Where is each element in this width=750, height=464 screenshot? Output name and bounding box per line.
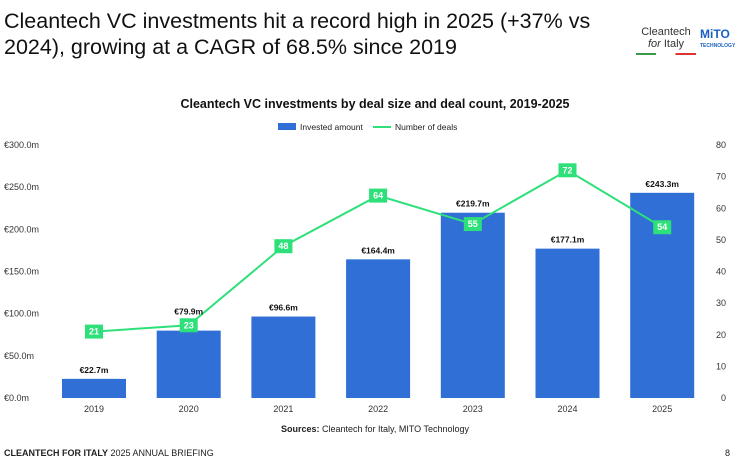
bar-data-label: €96.6m [269,303,298,313]
sources-label: Sources: [280,424,320,434]
y-right-tick-label: 60 [716,203,726,213]
bar-data-label: €219.7m [456,199,490,209]
bar-data-label: €177.1m [551,235,585,245]
x-tick-label: 2020 [179,404,199,414]
bar-data-label: €22.7m [80,365,109,375]
bar [251,316,316,398]
y-right-tick-label: 30 [716,298,726,308]
deal-marker [653,220,672,235]
footer-brand: CLEANTECH FOR ITALY [4,448,109,458]
deal-data-label: 21 [89,327,99,337]
deal-marker [179,318,198,333]
bar [156,330,221,398]
chart-title: Cleantech VC investments by deal size an… [180,97,569,111]
sources-text: Cleantech for Italy, MITO Technology [319,424,470,434]
y-right-tick-label: 80 [716,140,726,150]
legend-line-label: Number of deals [395,122,457,132]
y-left-tick-label: €300.0m [4,140,39,150]
legend-bar-swatch [278,123,296,130]
legend: Invested amount Number of deals [278,122,457,132]
x-tick-label: 2024 [557,404,577,414]
footer-subtitle: 2025 ANNUAL BRIEFING [108,448,214,458]
cleantech-for-italy-logo: Cleantech for Italy [636,26,696,55]
bar [535,248,600,398]
bar [62,378,126,398]
deal-data-label: 55 [468,219,478,229]
deal-data-label: 48 [278,241,288,251]
bar-data-label: €164.4m [361,245,395,255]
y-left-tick-label: €100.0m [4,309,39,319]
bar [440,212,505,398]
y-left-tick-label: €50.0m [4,351,34,361]
chart: Cleantech VC investments by deal size an… [4,97,726,414]
bar-data-label: €243.3m [645,179,679,189]
y-left-tick-label: €0.0m [4,393,29,403]
page-title: Cleantech VC investments hit a record hi… [4,9,591,59]
logos: Cleantech for Italy MiTO TECHNOLOGY [630,22,750,62]
x-tick-label: 2023 [463,404,483,414]
x-tick-label: 2019 [84,404,104,414]
y-right-tick-label: 0 [721,393,726,403]
deal-data-label: 54 [657,222,667,232]
deal-data-label: 72 [562,165,572,175]
bar-data-label: €79.9m [174,306,203,316]
y-right-tick-label: 50 [716,235,726,245]
y-left-tick-label: €200.0m [4,224,39,234]
deal-marker [558,163,577,178]
deal-marker [369,188,388,203]
deal-marker [274,239,293,254]
y-right-tick-label: 70 [716,172,726,182]
x-tick-label: 2021 [273,404,293,414]
legend-bar-label: Invested amount [300,122,363,132]
y-left-tick-label: €150.0m [4,267,39,277]
bar [346,259,411,398]
y-right-tick-label: 40 [716,267,726,277]
footer: CLEANTECH FOR ITALY 2025 ANNUAL BRIEFING [4,448,214,458]
mito-logo: MiTO TECHNOLOGY [700,27,736,49]
deal-data-label: 23 [184,320,194,330]
page-number: 8 [724,448,730,458]
y-left-tick-label: €250.0m [4,182,39,192]
deal-data-label: 64 [373,191,383,201]
x-tick-label: 2022 [368,404,388,414]
y-right-tick-label: 10 [716,361,726,371]
x-tick-label: 2025 [652,404,672,414]
deal-marker [463,217,482,232]
y-right-tick-label: 20 [716,330,726,340]
sources: Sources: Cleantech for Italy, MITO Techn… [0,424,750,434]
deal-marker [85,324,103,339]
